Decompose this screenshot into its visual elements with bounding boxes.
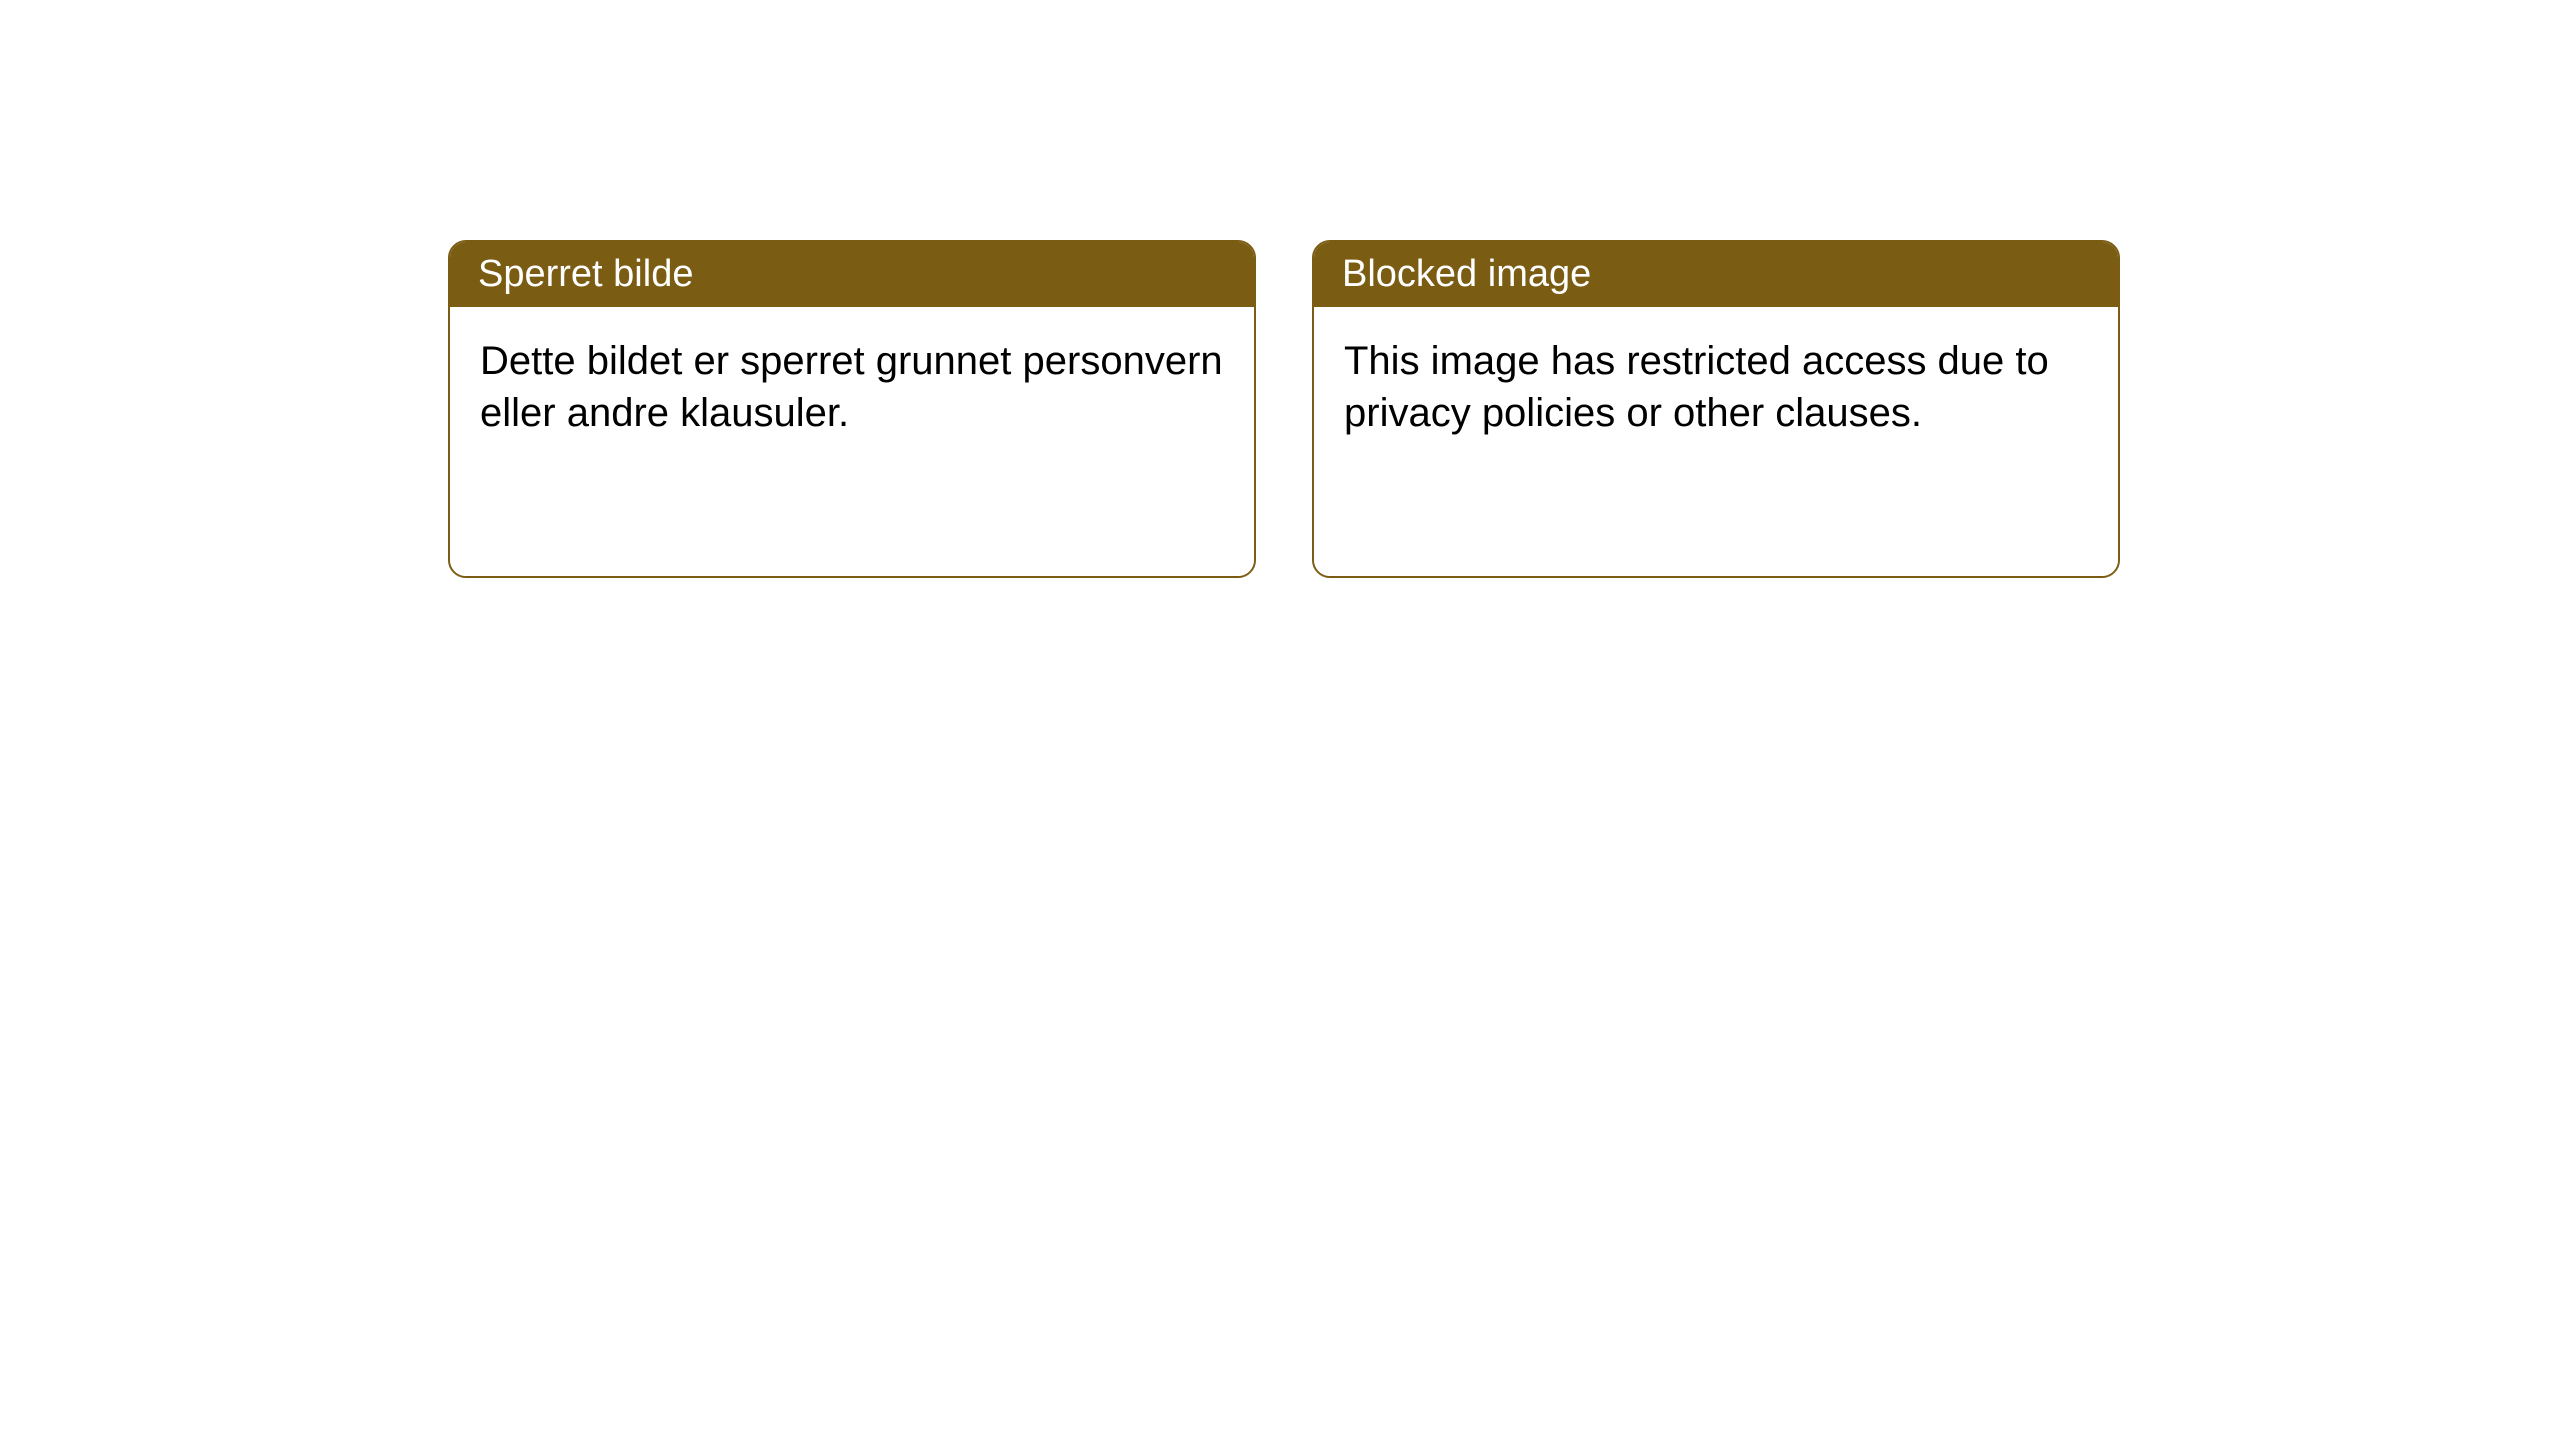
notice-header-english: Blocked image	[1314, 242, 2118, 307]
notice-header-norwegian: Sperret bilde	[450, 242, 1254, 307]
notice-body-english: This image has restricted access due to …	[1314, 307, 2118, 576]
notice-card-english: Blocked image This image has restricted …	[1312, 240, 2120, 578]
notice-body-norwegian: Dette bildet er sperret grunnet personve…	[450, 307, 1254, 576]
notice-container: Sperret bilde Dette bildet er sperret gr…	[0, 0, 2560, 578]
notice-card-norwegian: Sperret bilde Dette bildet er sperret gr…	[448, 240, 1256, 578]
